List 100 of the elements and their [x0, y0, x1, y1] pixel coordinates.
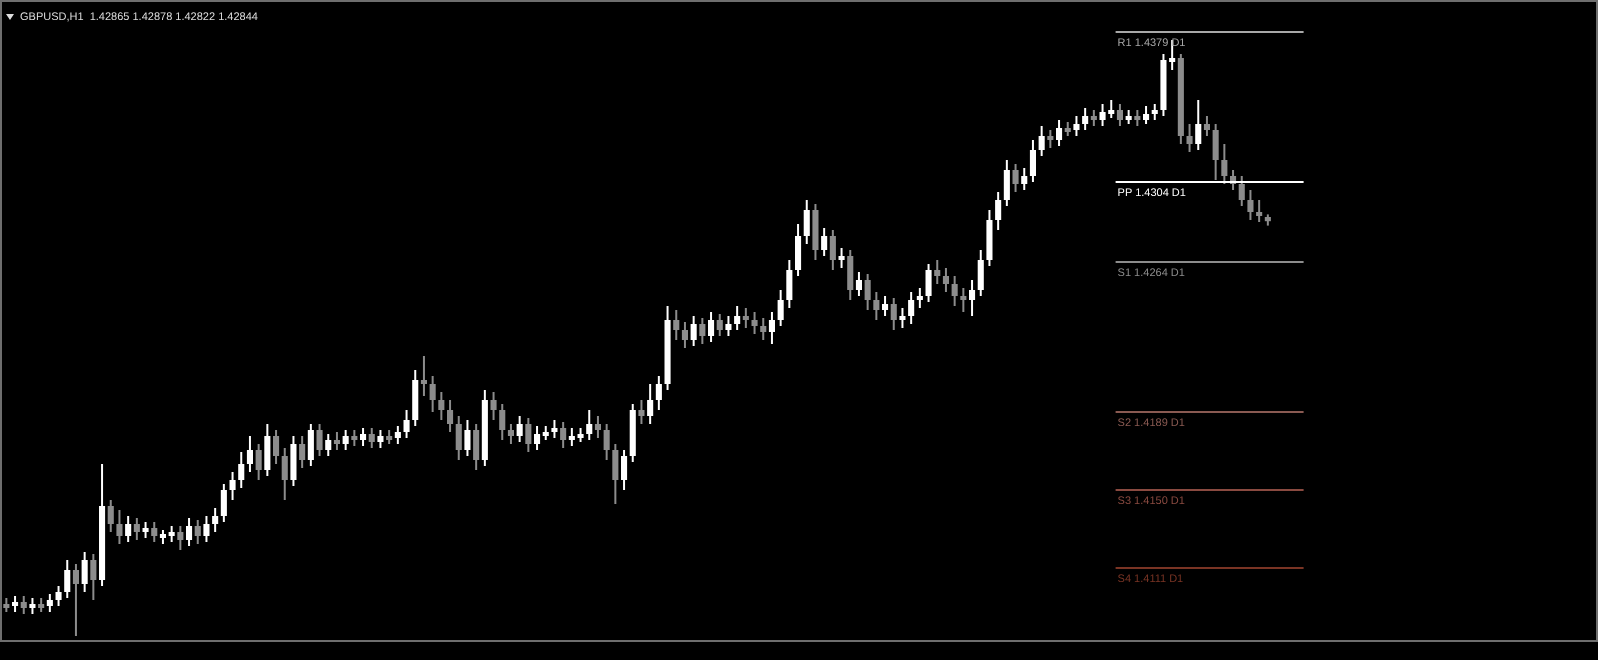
candlestick: [1012, 163, 1019, 193]
candlestick: [951, 275, 958, 307]
candlestick: [1056, 119, 1063, 147]
candlestick: [864, 273, 871, 311]
candlestick: [716, 313, 723, 337]
candlestick: [621, 449, 628, 491]
candlestick: [786, 259, 793, 309]
candlestick: [72, 563, 79, 637]
candlestick: [1195, 99, 1202, 151]
candlestick: [420, 355, 427, 397]
candlestick: [760, 317, 767, 341]
candlestick: [603, 423, 610, 461]
candlestick: [255, 443, 262, 481]
candlestick: [882, 295, 889, 317]
candlestick: [594, 415, 601, 439]
candlestick: [768, 311, 775, 345]
candlestick: [586, 409, 593, 441]
candlestick: [612, 443, 619, 505]
candlestick: [220, 483, 227, 523]
candlestick: [212, 507, 219, 533]
candlestick: [307, 423, 314, 467]
candlestick: [777, 289, 784, 327]
candlestick: [455, 415, 462, 461]
candlestick: [629, 403, 636, 463]
candlestick: [90, 553, 97, 601]
candlestick: [742, 307, 749, 329]
candlestick: [899, 307, 906, 329]
candlestick: [229, 471, 236, 501]
candlestick: [203, 515, 210, 543]
candlestick: [655, 375, 662, 411]
candlestick: [281, 447, 288, 501]
candlestick: [342, 429, 349, 451]
candlestick: [1186, 123, 1193, 153]
candlestick: [960, 287, 967, 313]
candlestick: [264, 423, 271, 477]
candlestick: [969, 279, 976, 317]
candlestick: [934, 259, 941, 285]
candlestick: [1021, 167, 1028, 191]
candlestick: [725, 315, 732, 337]
candlestick: [447, 399, 454, 433]
candlestick: [246, 435, 253, 473]
candlestick: [986, 209, 993, 267]
candlestick: [638, 399, 645, 425]
candlestick: [299, 435, 306, 469]
candlestick: [525, 417, 532, 453]
candlestick: [560, 421, 567, 449]
candlestick: [125, 515, 132, 543]
candlestick: [977, 249, 984, 297]
candlestick: [1082, 107, 1089, 131]
candlestick: [290, 435, 297, 487]
candlestick: [708, 311, 715, 343]
candlestick: [803, 199, 810, 245]
candlestick: [316, 423, 323, 457]
candlestick: [1203, 115, 1210, 137]
candlestick: [133, 517, 140, 541]
candlestick: [995, 191, 1002, 231]
candlestick: [795, 223, 802, 277]
candlestick: [734, 305, 741, 331]
candlestick: [1212, 123, 1219, 181]
candlestick: [177, 525, 184, 551]
candlestick: [1099, 103, 1106, 127]
candlestick: [1003, 159, 1010, 207]
candlestick: [273, 429, 280, 465]
candlestick: [916, 287, 923, 309]
candlestick: [942, 267, 949, 293]
candlestick: [812, 203, 819, 261]
candlestick: [673, 309, 680, 341]
candlestick: [847, 249, 854, 301]
candlestick: [838, 247, 845, 269]
candlestick: [507, 423, 514, 445]
candlestick: [699, 317, 706, 345]
candlestick: [1221, 143, 1228, 185]
candlestick: [1256, 199, 1263, 223]
candlestick: [1073, 115, 1080, 137]
candlestick: [908, 291, 915, 325]
candlestick: [429, 375, 436, 413]
candlestick: [186, 517, 193, 547]
candlestick: [107, 499, 114, 533]
candlestick: [464, 419, 471, 457]
candlestick: [1038, 125, 1045, 157]
candlestick: [516, 415, 523, 443]
candlestick: [473, 423, 480, 471]
candlestick: [438, 391, 445, 421]
candlestick: [81, 551, 88, 593]
candlestick: [647, 383, 654, 425]
candlestick: [490, 391, 497, 421]
candlestick: [925, 263, 932, 303]
candlestick: [681, 321, 688, 349]
candlestick: [1116, 103, 1123, 127]
candlestick: [151, 521, 158, 543]
candlestick: [873, 291, 880, 321]
candlestick: [116, 509, 123, 545]
candlestick: [238, 451, 245, 489]
candlestick: [1029, 139, 1036, 183]
candlestick: [194, 519, 201, 545]
candlestick: [403, 409, 410, 439]
candlestick: [855, 271, 862, 297]
candlestick: [821, 227, 828, 257]
candlestick: [412, 369, 419, 427]
candlestick: [55, 585, 62, 607]
